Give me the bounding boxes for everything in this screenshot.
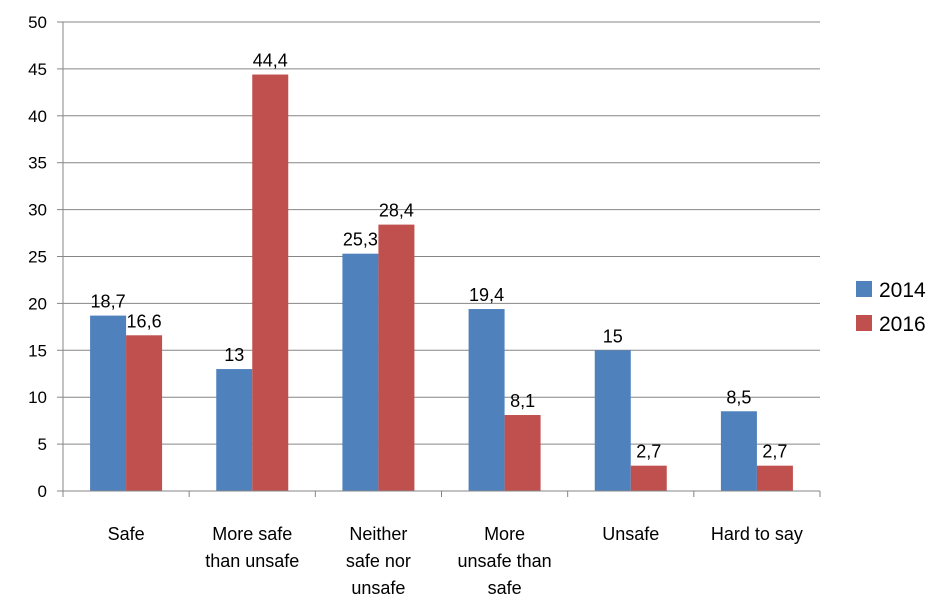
data-label-2014-3: 19,4 (469, 285, 504, 305)
y-tick-label: 40 (28, 107, 47, 126)
bar-2016-5 (756, 465, 793, 491)
data-label-2014-4: 15 (603, 326, 623, 346)
y-tick-label: 50 (28, 13, 47, 32)
bar-2014-1 (216, 369, 253, 491)
x-category-label: Safe (108, 524, 145, 544)
bar-2016-1 (252, 74, 289, 491)
y-tick-label: 20 (28, 294, 47, 313)
y-tick-label: 35 (28, 154, 47, 173)
y-tick-labels: 0 5 10 15 20 25 30 35 40 45 50 (28, 13, 47, 501)
bar-2016-2 (378, 224, 415, 491)
bar-2016-4 (630, 465, 667, 491)
legend-swatch-2014 (856, 281, 872, 297)
data-labels: 18,716,6 13 44,4 25,328,4 19,4 8,1 15 2,7 8,5 2,7 (91, 51, 788, 462)
legend: 2014 2016 (856, 279, 926, 336)
x-category-label: Hard to say (711, 524, 803, 544)
x-category-label: More unsafe than safe (458, 524, 552, 598)
data-label-2016-5: 2,7 (762, 442, 787, 462)
axes (57, 21, 821, 497)
bar-2014-0 (90, 315, 127, 491)
data-label-2014-5: 8,5 (726, 387, 751, 407)
data-label-2016-0: 16,6 (127, 311, 162, 331)
bar-2016-0 (126, 335, 163, 491)
bar-2014-2 (342, 253, 379, 491)
data-label-2016-3: 8,1 (510, 391, 535, 411)
x-category-label: Neither safe nor unsafe (346, 524, 411, 598)
x-category-label: More safe than unsafe (205, 524, 299, 571)
bar-2014-3 (468, 309, 505, 491)
legend-label-2016: 2016 (879, 313, 926, 336)
data-label-2014-2: 25,3 (343, 230, 378, 250)
bar-2016-3 (504, 415, 541, 491)
x-category-labels: Safe More safe than unsafe Neither safe nor u… (108, 524, 803, 598)
bar-2014-4 (594, 350, 631, 491)
y-tick-label: 0 (38, 482, 47, 501)
y-tick-label: 45 (28, 60, 47, 79)
x-category-label: Unsafe (602, 524, 659, 544)
data-label-2016-4: 2,7 (636, 442, 661, 462)
data-label-2016-2: 28,4 (379, 201, 414, 221)
bar-2014-5 (720, 411, 757, 491)
bars (90, 74, 793, 491)
legend-label-2014: 2014 (879, 279, 926, 302)
data-label-2014-0: 18,7 (91, 292, 126, 312)
gridlines (63, 21, 820, 445)
data-label-2016-1: 44,4 (253, 51, 288, 71)
y-tick-label: 25 (28, 248, 47, 267)
y-tick-label: 5 (38, 435, 47, 454)
y-tick-label: 15 (28, 341, 47, 360)
legend-swatch-2016 (856, 315, 872, 331)
data-label-2014-1: 13 (224, 345, 244, 365)
y-tick-label: 30 (28, 201, 47, 220)
y-tick-label: 10 (28, 388, 47, 407)
